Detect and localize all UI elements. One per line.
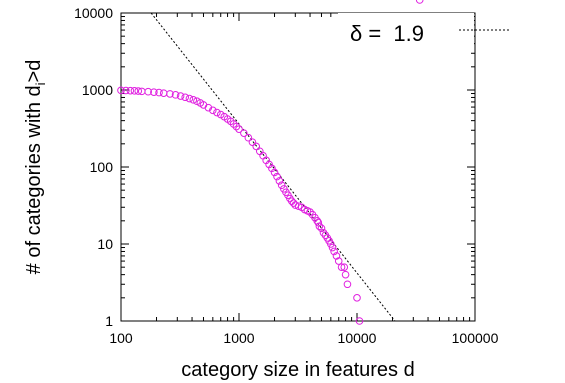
data-point: [259, 151, 267, 160]
data-point: [353, 294, 361, 302]
x-tick-label: 100000: [452, 330, 499, 346]
axis-ticks: 100 1000 10000 100000 1 10 100 1000 10000: [74, 5, 499, 346]
data-point: [189, 96, 198, 104]
data-point: [209, 106, 217, 115]
data-point: [270, 168, 279, 177]
y-tick-label: 100: [90, 159, 114, 175]
data-point: [232, 122, 241, 131]
data-point: [306, 208, 314, 216]
y-tick-label: 10: [97, 236, 113, 252]
data-point: [134, 87, 143, 95]
data-point: [155, 88, 163, 97]
fit-line: [150, 12, 396, 322]
data-point: [334, 257, 343, 265]
data-point: [185, 94, 194, 103]
y-axis-label-main: # of categories with d: [23, 85, 45, 274]
y-axis-label-subscript: i: [33, 82, 48, 85]
data-point: [213, 108, 221, 117]
data-point: [277, 181, 286, 190]
y-axis-label-tail: >d: [23, 60, 45, 83]
data-point: [176, 92, 185, 100]
data-point: [328, 243, 337, 252]
x-tick-label: 10000: [338, 330, 377, 346]
data-point: [315, 222, 324, 231]
data-point: [415, 0, 424, 4]
data-point: [150, 88, 158, 96]
legend: δ = 1.9: [338, 13, 509, 47]
data-point: [343, 280, 352, 289]
data-point: [117, 86, 125, 95]
data-point: [314, 218, 323, 227]
legend-label: δ = 1.9: [350, 21, 424, 46]
data-point: [235, 125, 243, 133]
x-tick-label: 100: [109, 330, 133, 346]
y-tick-label: 1000: [82, 82, 113, 98]
x-axis-label: category size in features d: [181, 359, 414, 381]
data-point: [159, 89, 168, 97]
fit-line-path: [150, 12, 396, 322]
plot-frame: [120, 12, 476, 322]
y-axis-label: # of categories with di>d: [23, 60, 48, 275]
data-point: [341, 270, 350, 279]
data-point: [240, 129, 248, 137]
data-point: [122, 86, 130, 95]
data-point: [273, 172, 281, 181]
data-point: [319, 228, 328, 237]
data-point: [171, 91, 180, 99]
data-point: [268, 164, 276, 173]
x-tick-label: 1000: [223, 330, 254, 346]
data-points: [117, 0, 424, 325]
data-point: [327, 240, 335, 248]
legend-box: [338, 13, 474, 47]
data-point: [340, 263, 349, 271]
data-point: [181, 93, 190, 102]
data-point: [275, 177, 284, 185]
data-point: [330, 247, 338, 256]
y-tick-label: 1: [105, 313, 113, 329]
data-point: [355, 317, 364, 325]
data-point: [294, 202, 303, 210]
data-point: [337, 263, 346, 271]
data-point: [252, 142, 261, 151]
data-point: [130, 87, 139, 95]
y-tick-label: 10000: [74, 5, 113, 21]
data-point: [317, 224, 326, 233]
data-point: [248, 138, 257, 146]
data-point: [166, 90, 174, 98]
data-point: [126, 86, 135, 95]
data-point: [144, 87, 152, 96]
data-point: [244, 133, 253, 142]
data-point: [255, 147, 264, 156]
data-point: [332, 252, 341, 260]
